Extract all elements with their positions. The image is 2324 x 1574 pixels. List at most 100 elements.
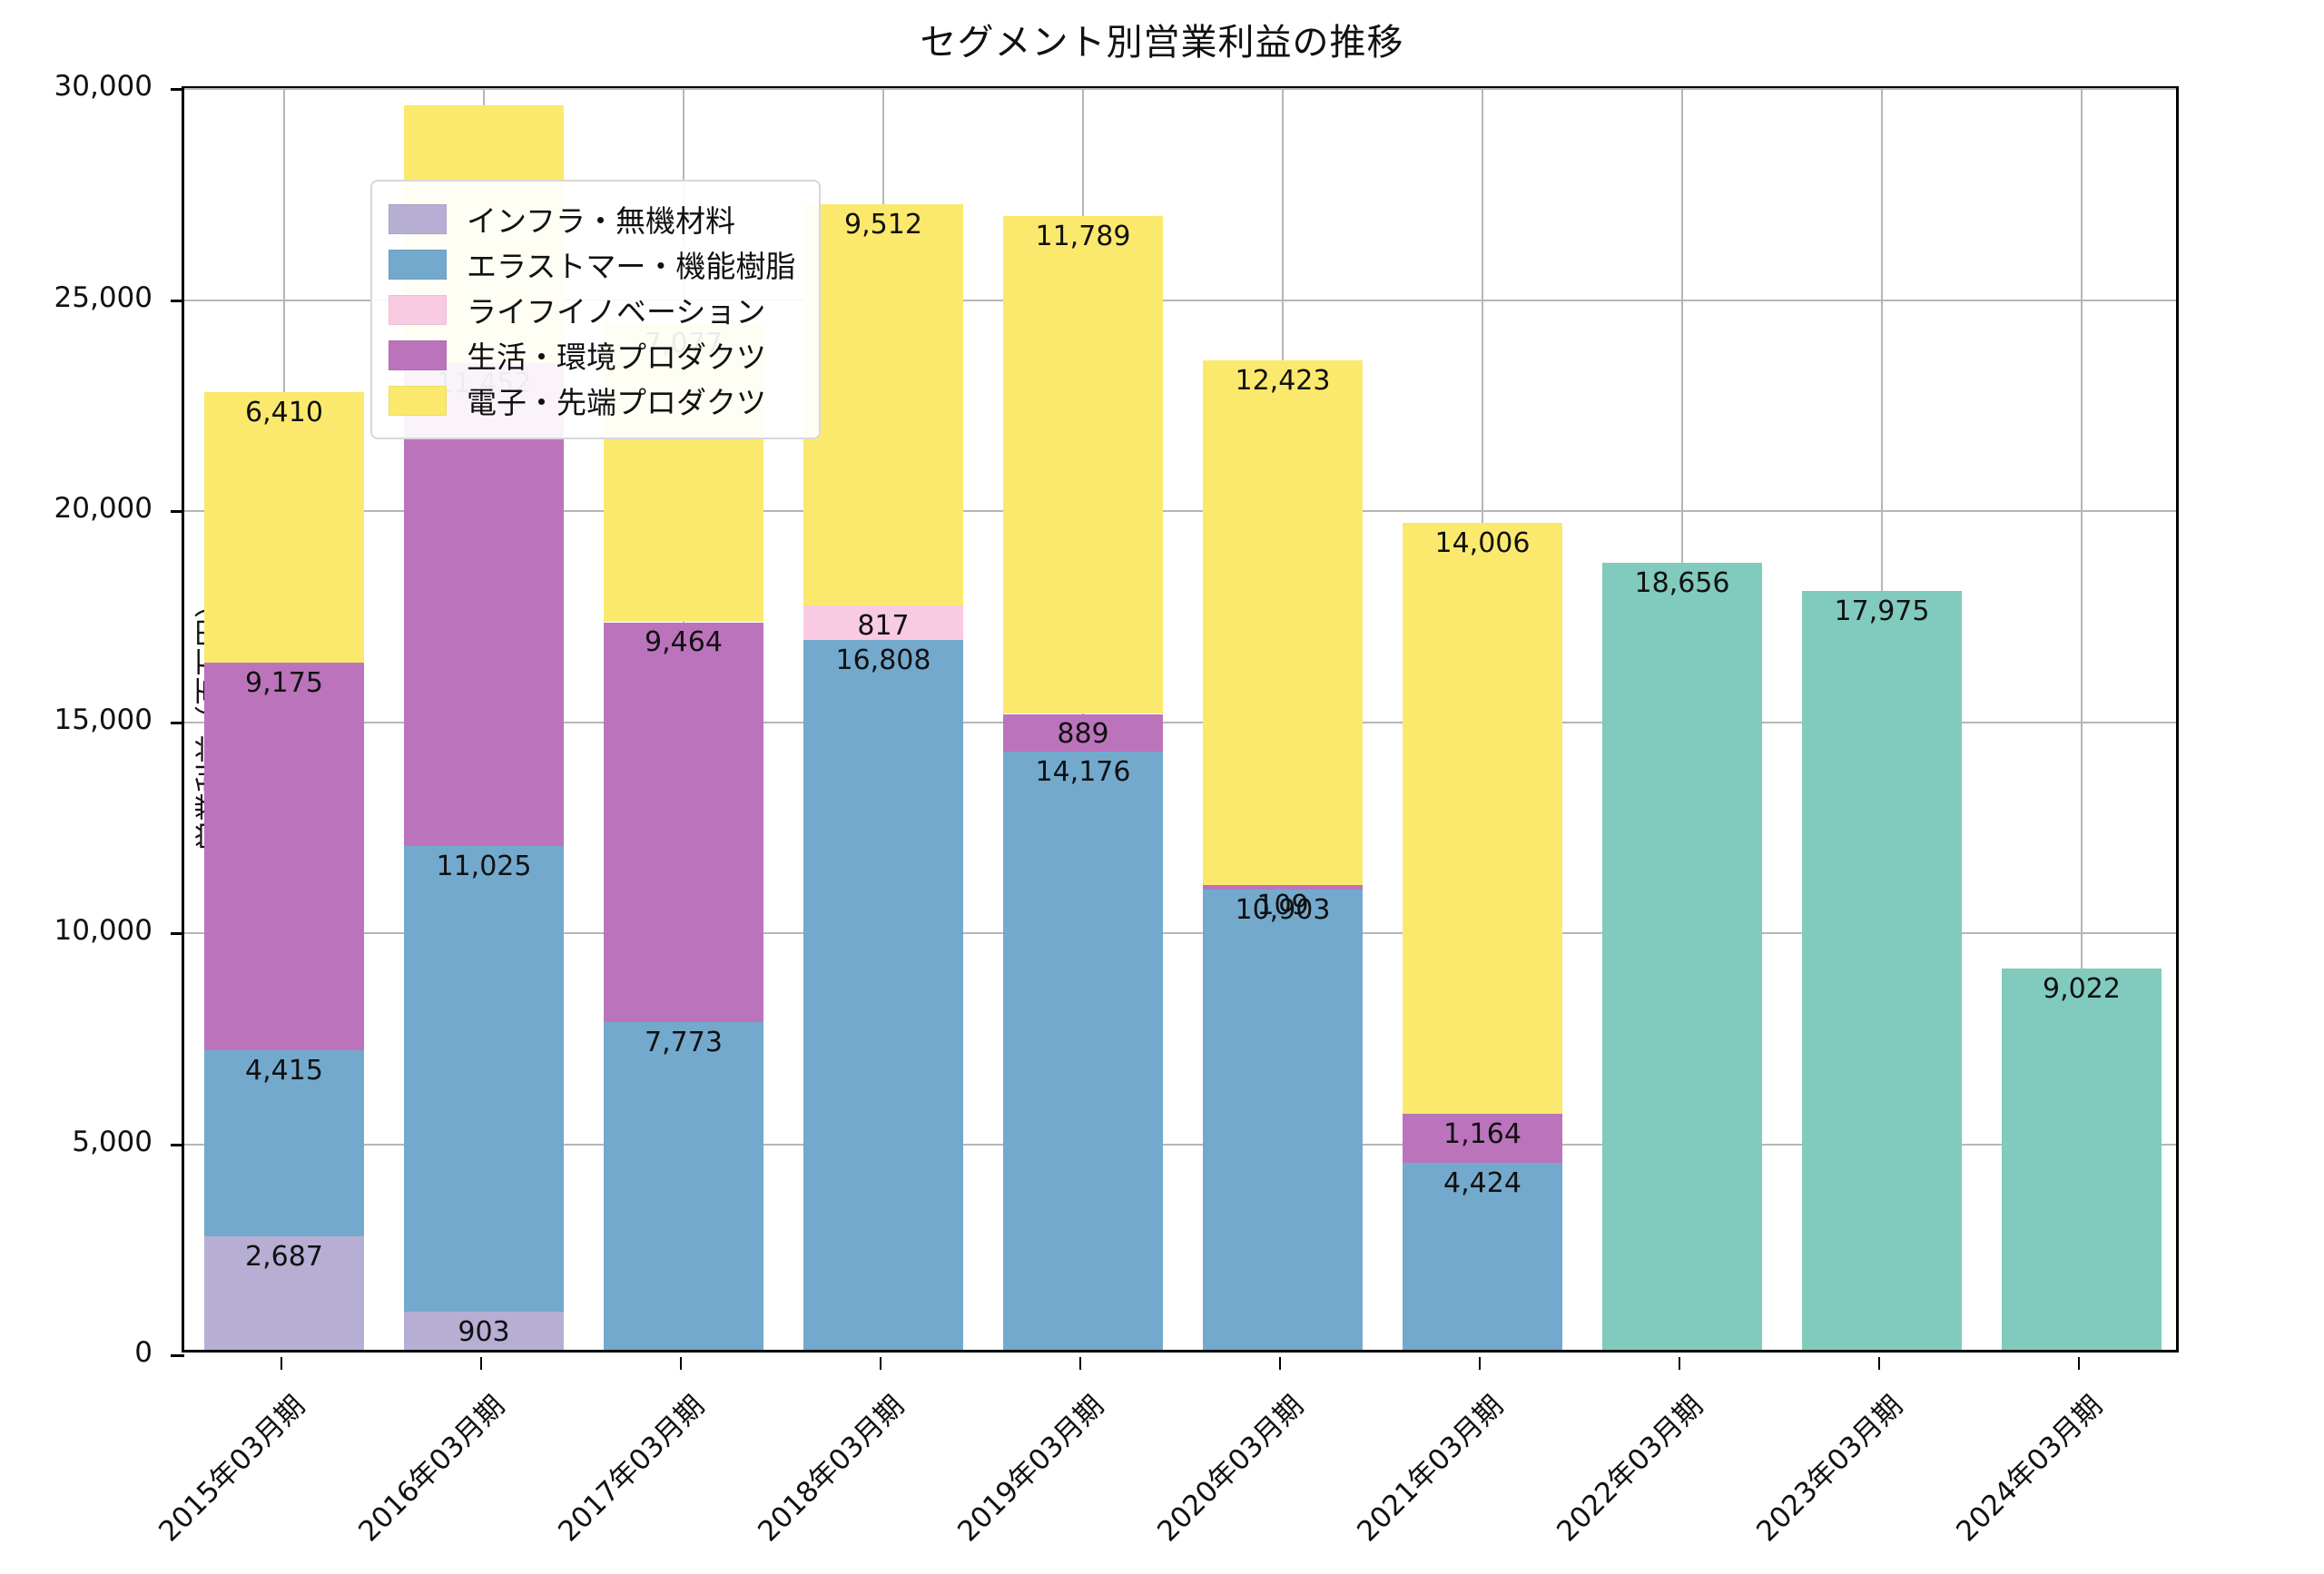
x-tick-label: 2019年03月期 [951,1389,1111,1549]
bar-value-label: 11,025 [436,851,532,883]
y-axis-tick [171,1354,184,1357]
bar-value-label: 109 [1256,889,1309,921]
bar-segment[interactable] [1602,562,1762,1350]
bar-segment[interactable] [604,622,763,1022]
y-axis-tick [171,88,184,91]
x-axis-tick [1679,1357,1680,1370]
x-tick-label: 2021年03月期 [1351,1389,1511,1549]
bar-value-label: 2,687 [245,1241,323,1274]
bar-group[interactable]: 16,808 817 9,512 [803,84,963,1350]
bar-segment[interactable] [404,846,564,1313]
x-tick-label: 2015年03月期 [153,1389,312,1549]
bar-value-label: 6,410 [245,397,323,429]
x-axis-tick [680,1357,682,1370]
bar-value-label: 10,903 [1235,894,1331,927]
chart-legend: インフラ・無機材料 エラストマー・機能樹脂ライフイノベーション 生活・環境プロダクツ… [370,180,822,439]
bar-value-label: 4,424 [1443,1167,1521,1200]
bar-segment[interactable] [803,605,963,641]
x-axis-tick [1479,1357,1481,1370]
legend-item[interactable]: 生活・環境プロダクツ [389,332,795,378]
x-tick-label: 2023年03月期 [1750,1389,1910,1549]
bar-group[interactable]: 4,424 1,164 14,006 [1403,84,1562,1350]
bar-segment[interactable] [204,1236,364,1350]
bar-value-label: 18,656 [1634,566,1730,599]
bar-segment[interactable] [803,640,963,1350]
x-axis-tick [1878,1357,1880,1370]
bar-segment[interactable] [604,1021,763,1350]
x-axis-tick [480,1357,482,1370]
bar-segment[interactable] [1203,360,1363,885]
bar-segment[interactable] [204,663,364,1050]
x-tick-label: 2020年03月期 [1151,1389,1311,1549]
bar-value-label: 1,164 [1443,1118,1521,1151]
legend-swatch-icon [389,339,447,370]
gridline-horizontal [184,721,2176,723]
legend-item[interactable]: 電子・先端プロダクツ [389,378,795,423]
y-axis-tick [171,510,184,513]
legend-label: 電子・先端プロダクツ [467,385,766,420]
bar-segment[interactable] [204,1049,364,1237]
bar-value-label: 14,006 [1434,526,1531,559]
bar-value-label: 12,423 [1235,365,1331,398]
x-axis-tick [2078,1357,2080,1370]
bar-group[interactable]: 14,176 889 11,789 [1003,84,1163,1350]
bar-value-label: 9,512 [844,209,922,241]
bar-segment[interactable] [1403,1114,1562,1164]
x-axis-tick [281,1357,282,1370]
bar-value-label: 7,773 [645,1026,723,1058]
bar-value-label: 14,176 [1035,755,1131,788]
bar-segment[interactable] [1403,1163,1562,1350]
bar-segment[interactable] [1003,216,1163,714]
y-tick-label: 0 [134,1336,153,1369]
bar-group[interactable]: 17,975 [1802,84,1962,1350]
legend-label: ライフイノベーション [467,294,766,330]
legend-item[interactable]: エラストマー・機能樹脂 [389,241,795,287]
gridline-horizontal [184,1143,2176,1146]
bar-value-label: 4,415 [245,1054,323,1087]
bar-group[interactable]: 10,903 109 12,423 [1203,84,1363,1350]
x-axis-tick [880,1357,881,1370]
bar-group[interactable]: 9,022 [2002,84,2162,1350]
y-axis-tick-labels: 0 5,000 10,000 15,000 20,000 25,000 30,000 [0,70,172,1369]
y-axis-tick [171,721,184,724]
y-tick-label: 10,000 [54,914,153,947]
x-tick-label: 2018年03月期 [752,1389,911,1549]
bar-value-label: 817 [857,610,910,643]
bar-segment[interactable] [1003,751,1163,1350]
legend-swatch-icon [389,294,447,325]
chart-figure: セグメント別営業利益の推移 0 5,000 10,000 15,000 20,000 25… [0,22,2179,1549]
y-tick-label: 25,000 [54,280,153,314]
bar-segment[interactable] [204,392,364,664]
y-axis-tick [171,1143,184,1146]
bar-value-label: 9,175 [245,667,323,700]
legend-item[interactable]: インフラ・無機材料 [389,196,795,241]
bar-segment[interactable] [404,1312,564,1350]
chart-title: セグメント別営業利益の推移 [920,22,1404,64]
x-tick-label: 2022年03月期 [1551,1389,1710,1549]
bar-segment[interactable] [2002,969,2162,1350]
bar-value-label: 903 [458,1316,510,1349]
y-tick-label: 5,000 [72,1125,153,1158]
bar-segment[interactable] [1003,713,1163,752]
x-tick-label: 2016年03月期 [352,1389,512,1549]
x-tick-label: 2017年03月期 [552,1389,712,1549]
bar-segment[interactable] [803,204,963,606]
x-tick-label: 2024年03月期 [1950,1389,2110,1549]
gridline-vertical [2081,89,2083,1350]
bar-segment[interactable] [1203,884,1363,890]
bar-group[interactable]: 2,687 4,415 9,175 6,410 [204,84,364,1350]
legend-item[interactable]: ライフイノベーション [389,287,795,332]
x-axis-tick [1079,1357,1081,1370]
bar-group[interactable]: 18,656 [1602,84,1762,1350]
bar-segment[interactable] [404,362,564,847]
gridline-horizontal [184,88,2176,90]
bar-segment[interactable] [1802,591,1962,1350]
plot-area: 営業利益（百万円） 2,6874,4159,1756,41090311,0251… [171,84,2179,1357]
bar-segment[interactable] [1403,522,1562,1115]
bar-value-label: 9,464 [645,626,723,659]
bar-segment[interactable] [1203,890,1363,1350]
bar-value-label: 889 [1057,718,1109,751]
y-axis-tick [171,932,184,935]
gridline-horizontal [184,510,2176,512]
